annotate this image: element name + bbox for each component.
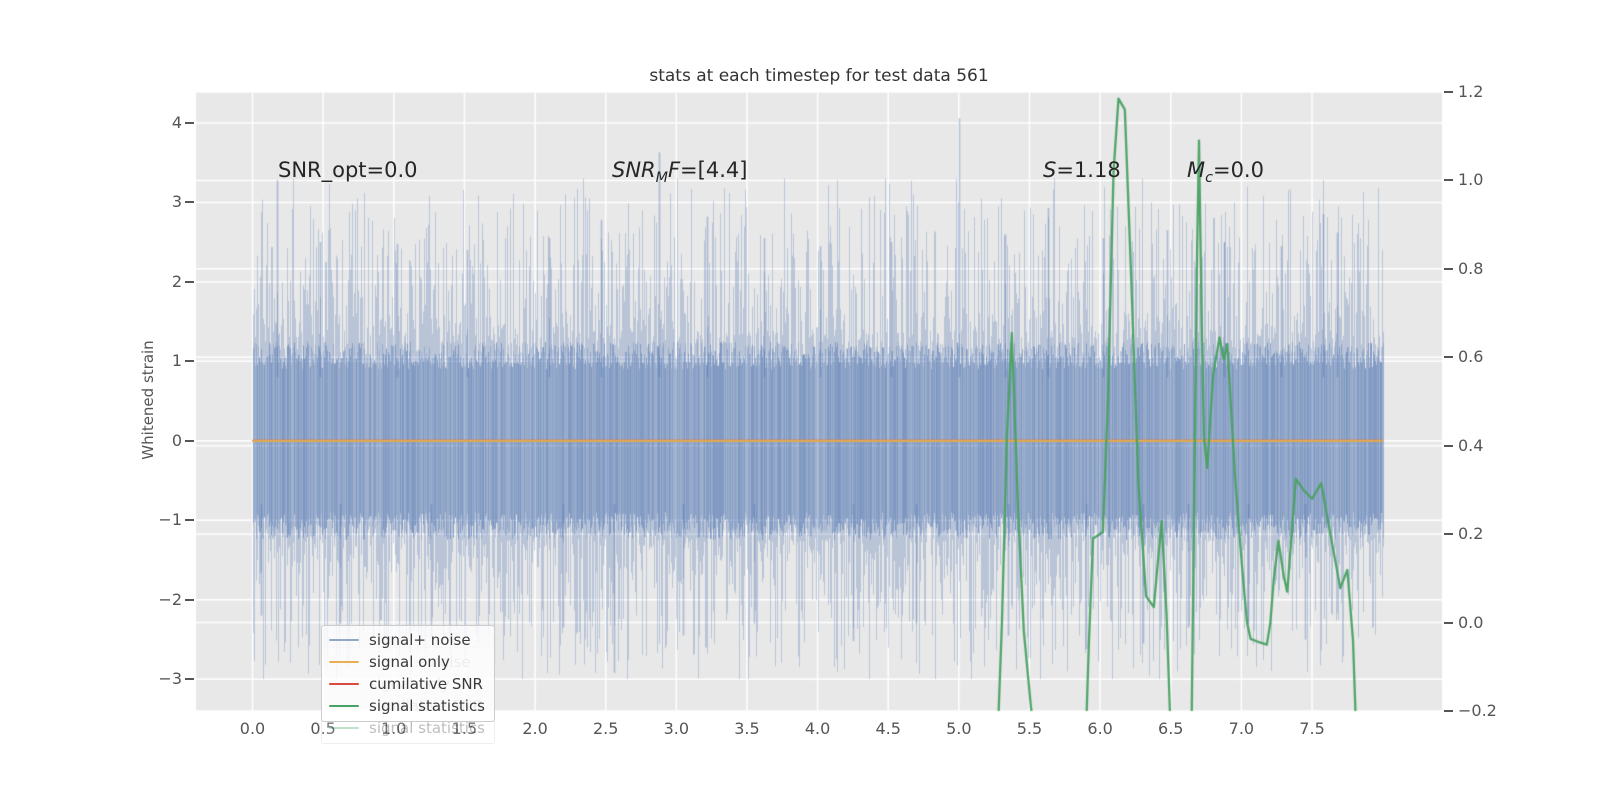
annotation-mc-value: =0.0 xyxy=(1212,158,1264,182)
annotation-snr-opt: SNR_opt=0.0 xyxy=(278,158,418,182)
legend-label-signal-only: signal only xyxy=(369,653,450,671)
x-tick-label-5.0: 5.0 xyxy=(946,719,972,738)
annotation-snr-mf-sub: M xyxy=(655,170,668,187)
x-tick-label-0.0: 0.0 xyxy=(239,719,266,738)
x-tick-label-2.0: 2.0 xyxy=(522,719,548,738)
y-right-tick-mark xyxy=(1444,710,1453,712)
y-right-tick-mark xyxy=(1444,533,1453,536)
x-tick-label-5.5: 5.5 xyxy=(1016,719,1043,738)
annotation-mc-prefix: M xyxy=(1187,158,1206,182)
y-left-tick-label-2: 2 xyxy=(171,271,182,291)
y-right-tick-label-0.0: 0.0 xyxy=(1458,612,1484,632)
y-right-tick-label-0.6: 0.6 xyxy=(1458,347,1484,367)
legend-item-signal-statistics: signal statistics xyxy=(322,695,494,717)
annotation-s-value: =1.18 xyxy=(1056,158,1121,182)
legend-line-signal-noise-icon xyxy=(329,638,359,642)
legend-label-signal-noise: signal+ noise xyxy=(369,631,471,649)
x-tick-label-7.0: 7.0 xyxy=(1228,719,1255,738)
annotation-snr-mf-value: =[4.4] xyxy=(680,158,748,182)
legend-label-signal-statistics: signal statistics xyxy=(369,697,486,715)
y-left-tick-mark xyxy=(185,201,194,204)
y-left-tick-mark xyxy=(185,519,194,522)
y-right-tick-label-1.2: 1.2 xyxy=(1458,82,1484,101)
annotation-s: S=1.18 xyxy=(1043,158,1121,182)
y-right-tick-mark xyxy=(1444,91,1453,93)
x-tick-label-7.5: 7.5 xyxy=(1299,719,1325,738)
y-left-tick-label-−2: −2 xyxy=(158,589,182,609)
legend-line-signal-statistics-icon xyxy=(329,704,359,708)
y-right-tick-mark xyxy=(1444,621,1453,624)
legend: signal+ noise signal only cumilative SNR… xyxy=(321,625,495,722)
x-tick-label-1.0: 1.0 xyxy=(381,719,407,738)
y-right-tick-mark xyxy=(1444,444,1453,447)
x-tick-label-4.0: 4.0 xyxy=(804,719,831,738)
y-left-tick-mark xyxy=(185,280,194,283)
y-left-tick-label-0: 0 xyxy=(171,430,182,450)
legend-line-signal-only-icon xyxy=(329,660,359,664)
legend-item-signal-noise: signal+ noise xyxy=(322,629,494,651)
x-tick-label-6.0: 6.0 xyxy=(1087,719,1113,738)
x-tick-label-3.5: 3.5 xyxy=(734,719,760,738)
y-left-tick-label-−1: −1 xyxy=(158,510,182,530)
annotation-snr-mf: SNRMF=[4.4] xyxy=(612,158,747,186)
y-left-tick-mark xyxy=(185,439,194,442)
y-left-tick-label-4: 4 xyxy=(171,112,182,132)
y-right-tick-mark xyxy=(1444,179,1453,182)
y-left-tick-mark xyxy=(185,598,194,601)
legend-item-signal-only: signal only xyxy=(322,651,494,673)
y-left-tick-label-−3: −3 xyxy=(158,669,182,689)
y-right-tick-label-0.2: 0.2 xyxy=(1458,524,1484,544)
x-tick-label-4.5: 4.5 xyxy=(875,719,901,738)
annotation-mc: Mc=0.0 xyxy=(1187,158,1264,186)
y-right-tick-label-0.8: 0.8 xyxy=(1458,258,1484,278)
annotation-s-prefix: S xyxy=(1043,158,1057,182)
legend-line-cumilative-snr-icon xyxy=(329,682,359,686)
annotation-snr-mf-mid: F xyxy=(667,158,681,182)
y-left-tick-mark xyxy=(185,678,194,681)
annotation-snr-opt-text: SNR_opt=0.0 xyxy=(278,158,418,182)
ghost-legend-item-signal-statistics: signal statistics xyxy=(322,717,494,739)
y-left-tick-label-3: 3 xyxy=(171,192,182,212)
legend-label-cumilative-snr: cumilative SNR xyxy=(369,675,483,693)
legend-item-cumilative-snr: cumilative SNR xyxy=(322,673,494,695)
y-right-tick-mark xyxy=(1444,356,1453,359)
chart-title: stats at each timestep for test data 561 xyxy=(649,66,989,86)
ghost-legend-line-signal-statistics-icon xyxy=(329,726,359,730)
y-right-tick-label-−0.2: −0.2 xyxy=(1458,701,1497,720)
x-tick-label-6.5: 6.5 xyxy=(1158,719,1184,738)
ghost-legend-label-signal-statistics: signal statistics xyxy=(369,719,486,737)
y-left-tick-label-1: 1 xyxy=(171,351,182,371)
x-tick-label-2.5: 2.5 xyxy=(592,719,619,738)
x-tick-label-0.5: 0.5 xyxy=(310,719,336,738)
x-tick-label-1.5: 1.5 xyxy=(451,719,478,738)
y-left-tick-mark xyxy=(185,360,194,363)
annotation-mc-sub: c xyxy=(1205,170,1213,187)
y-right-tick-label-0.4: 0.4 xyxy=(1458,435,1484,455)
annotation-snr-mf-prefix: SNR xyxy=(612,158,656,182)
y-right-tick-mark xyxy=(1444,267,1453,270)
y-left-tick-mark xyxy=(185,121,194,124)
x-tick-label-3.0: 3.0 xyxy=(663,719,690,738)
y-right-tick-label-1.0: 1.0 xyxy=(1458,170,1484,190)
